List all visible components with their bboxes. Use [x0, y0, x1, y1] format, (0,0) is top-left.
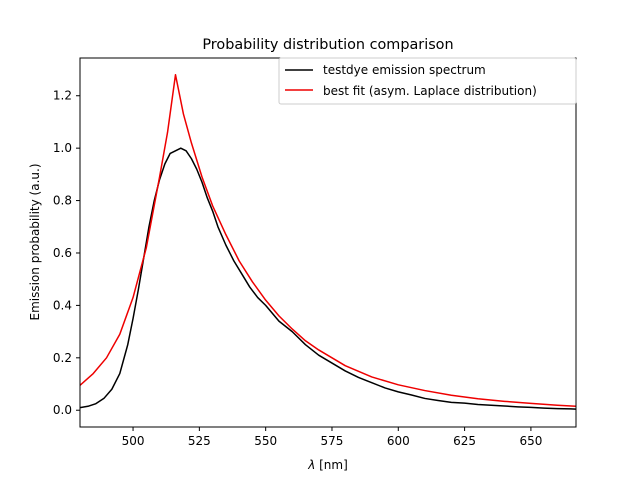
series-line-best-fit [80, 74, 576, 408]
x-tick-label: 575 [321, 434, 344, 448]
chart-title: Probability distribution comparison [202, 37, 453, 53]
x-tick-label: 625 [453, 434, 476, 448]
x-tick-label: 550 [254, 434, 277, 448]
x-axis-label: λ [nm] [307, 458, 348, 472]
x-axis-label-symbol: λ [307, 458, 315, 472]
x-tick-label: 600 [387, 434, 410, 448]
y-axis-ticks: 0.0 0.2 0.4 0.6 0.8 1.0 1.2 [53, 89, 80, 417]
y-tick-label: 0.8 [53, 194, 72, 208]
series-layer [80, 74, 576, 410]
x-axis-label-unit: [nm] [315, 458, 347, 472]
legend-box [278, 57, 577, 105]
y-tick-label: 0.4 [53, 298, 72, 312]
plot-area [79, 57, 577, 428]
y-axis-label: Emission probability (a.u.) [28, 164, 42, 321]
y-tick-label: 1.0 [53, 141, 72, 155]
y-tick-label: 0.6 [53, 246, 72, 260]
x-axis-ticks: 500 525 550 575 600 625 650 [122, 427, 542, 448]
legend-label-emission: testdye emission spectrum [323, 63, 486, 77]
legend-label-fit: best fit (asym. Laplace distribution) [323, 84, 537, 98]
x-tick-label: 500 [122, 434, 145, 448]
y-tick-label: 0.0 [53, 403, 72, 417]
x-tick-label: 650 [519, 434, 542, 448]
legend: testdye emission spectrum best fit (asym… [278, 57, 577, 105]
x-tick-label: 525 [188, 434, 211, 448]
y-tick-label: 1.2 [53, 89, 72, 103]
y-tick-label: 0.2 [53, 351, 72, 365]
